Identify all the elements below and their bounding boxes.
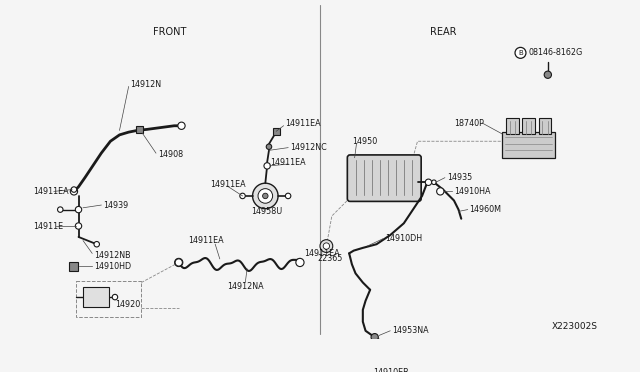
Circle shape [58, 207, 63, 212]
Circle shape [436, 188, 444, 195]
Text: 14958U: 14958U [252, 207, 283, 216]
Circle shape [266, 144, 272, 150]
Text: 14950: 14950 [352, 137, 377, 146]
Text: 14910HD: 14910HD [94, 262, 131, 270]
Circle shape [285, 193, 291, 199]
Text: 08146-8162G: 08146-8162G [529, 48, 583, 57]
Text: 14910DH: 14910DH [385, 234, 422, 243]
Bar [374, 343, 411, 366]
Text: 14912NC: 14912NC [290, 143, 326, 152]
Bar [374, 352, 382, 359]
Text: 14911EA: 14911EA [211, 180, 246, 189]
Circle shape [264, 163, 270, 169]
Text: 14910HA: 14910HA [454, 187, 490, 196]
Text: 14953NA: 14953NA [392, 326, 429, 335]
Circle shape [240, 193, 245, 199]
Bar [136, 126, 143, 133]
Bar [76, 281, 141, 317]
Text: 14960M: 14960M [470, 205, 502, 214]
Text: 14939: 14939 [103, 201, 129, 209]
Bar [539, 118, 552, 134]
Circle shape [431, 180, 436, 185]
Text: B: B [518, 50, 523, 56]
Text: 14911EA: 14911EA [33, 187, 68, 196]
Circle shape [296, 259, 304, 267]
Text: X223002S: X223002S [552, 322, 598, 331]
FancyBboxPatch shape [348, 155, 421, 201]
Circle shape [544, 71, 552, 78]
Circle shape [70, 188, 77, 195]
Text: 14912NA: 14912NA [227, 282, 264, 291]
Bar [273, 128, 280, 135]
Circle shape [71, 187, 77, 192]
Bar [83, 287, 109, 307]
Bar [69, 263, 77, 271]
Text: 14908: 14908 [158, 150, 183, 160]
Circle shape [262, 193, 268, 199]
Circle shape [175, 259, 183, 267]
Circle shape [253, 183, 278, 209]
Text: FRONT: FRONT [153, 27, 186, 37]
Text: 14910EB: 14910EB [373, 368, 408, 372]
Circle shape [425, 179, 431, 186]
Bar [502, 132, 555, 158]
Circle shape [515, 47, 526, 58]
Text: 14911EA: 14911EA [270, 158, 305, 167]
Text: 14911EA: 14911EA [305, 249, 340, 258]
Circle shape [76, 223, 82, 229]
Text: 14912NB: 14912NB [94, 251, 131, 260]
Circle shape [320, 240, 333, 253]
Circle shape [178, 122, 185, 129]
Text: 18740P: 18740P [454, 119, 484, 128]
Circle shape [112, 294, 118, 300]
Text: 14912N: 14912N [131, 80, 161, 89]
Text: 14911EA: 14911EA [285, 119, 321, 128]
Circle shape [371, 334, 378, 341]
Text: 22365: 22365 [317, 254, 342, 263]
Text: 14911E: 14911E [33, 221, 63, 231]
Text: REAR: REAR [430, 27, 456, 37]
Circle shape [76, 206, 82, 213]
Text: 14920: 14920 [115, 300, 140, 309]
Text: 14935: 14935 [447, 173, 472, 182]
Bar [522, 118, 535, 134]
Bar [506, 118, 518, 134]
Circle shape [258, 189, 273, 203]
Circle shape [94, 241, 99, 247]
Text: 14911EA: 14911EA [188, 236, 223, 245]
Circle shape [323, 243, 330, 249]
Circle shape [175, 259, 182, 266]
